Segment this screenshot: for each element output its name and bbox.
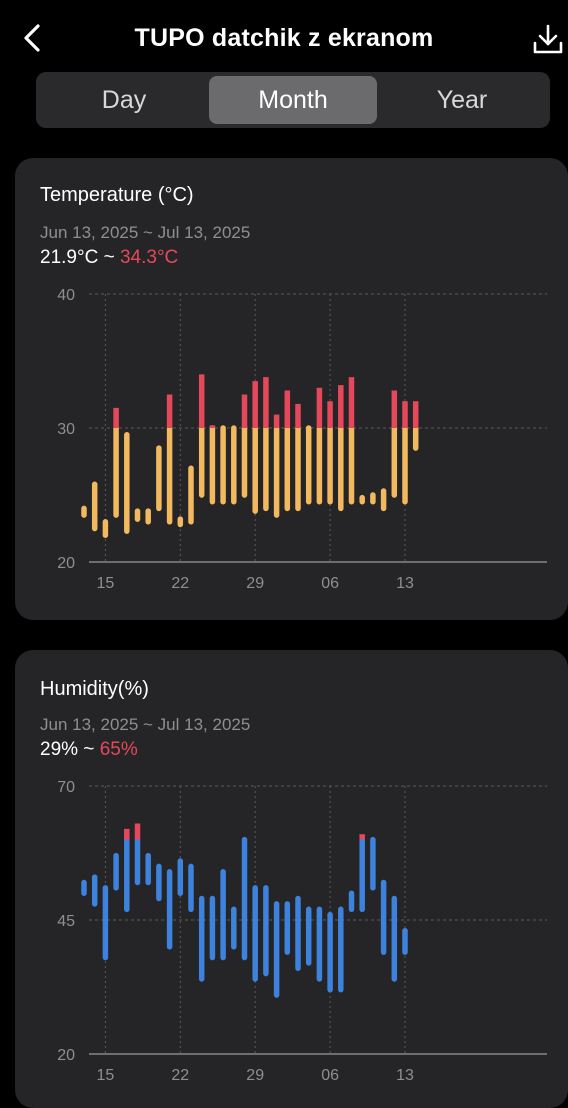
temperature-card: Temperature (°C) Jun 13, 2025 ~ Jul 13, …	[15, 158, 568, 620]
hum-xtick-label: 29	[246, 1067, 264, 1084]
temperature-max: 34.3°C	[119, 247, 179, 268]
humidity-min: 29%	[40, 739, 79, 760]
tab-year[interactable]: Year	[436, 86, 488, 114]
humidity-title: Humidity(%)	[40, 678, 149, 700]
temp-xtick-label: 06	[321, 575, 339, 592]
tab-month[interactable]: Month	[209, 76, 377, 124]
temperature-min-max: 21.9°C ~ 34.3°C	[40, 247, 178, 269]
chevron-left-icon[interactable]	[18, 18, 48, 58]
temp-xtick-label: 22	[171, 575, 189, 592]
temperature-min: 21.9°C	[40, 247, 99, 268]
download-icon[interactable]	[530, 22, 566, 58]
hum-xtick-label: 13	[396, 1067, 414, 1084]
temp-xtick-label: 29	[246, 575, 264, 592]
humidity-max: 65%	[99, 739, 138, 760]
hum-xtick-label: 06	[321, 1067, 339, 1084]
range-separator: ~	[78, 739, 100, 760]
hum-ytick-label: 70	[57, 779, 75, 796]
hum-ytick-label: 45	[57, 913, 75, 930]
header: TUPO datchik z ekranom	[0, 0, 568, 72]
temp-xtick-label: 13	[396, 575, 414, 592]
temperature-chart: 20 30 40 15 22 29 06 13	[57, 287, 547, 592]
hum-xtick-label: 15	[97, 1067, 115, 1084]
temp-ytick-label: 30	[57, 421, 75, 438]
page-title: TUPO datchik z ekranom	[134, 24, 434, 52]
temp-xtick-label: 15	[97, 575, 115, 592]
temperature-date-range: Jun 13, 2025 ~ Jul 13, 2025	[40, 223, 251, 242]
humidity-date-range: Jun 13, 2025 ~ Jul 13, 2025	[40, 715, 251, 734]
humidity-min-max: 29% ~ 65%	[40, 739, 138, 761]
temp-ytick-label: 40	[57, 287, 75, 304]
range-separator: ~	[98, 247, 120, 268]
temp-ytick-label: 20	[57, 555, 75, 572]
humidity-card: Humidity(%) Jun 13, 2025 ~ Jul 13, 2025 …	[15, 650, 568, 1108]
temperature-title: Temperature (°C)	[40, 184, 194, 206]
humidity-chart: 20 45 70 15 22 29 06 13	[57, 779, 547, 1084]
hum-xtick-label: 22	[171, 1067, 189, 1084]
period-segmented-control: Day Month Year	[36, 72, 550, 128]
tab-day[interactable]: Day	[101, 86, 147, 114]
hum-ytick-label: 20	[57, 1047, 75, 1064]
